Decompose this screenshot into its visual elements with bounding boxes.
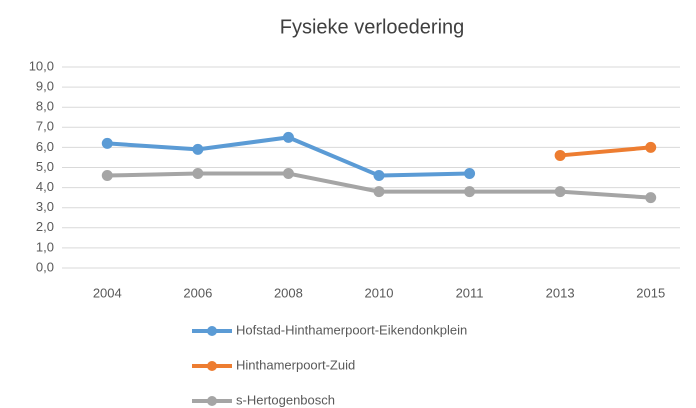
chart-title: Fysieke verloedering xyxy=(280,16,465,38)
x-tick-label: 2011 xyxy=(456,285,484,300)
y-tick-label: 5,0 xyxy=(36,159,54,174)
legend-marker xyxy=(207,361,217,371)
x-tick-label: 2004 xyxy=(93,285,122,300)
data-point xyxy=(101,137,113,149)
y-tick-label: 4,0 xyxy=(36,179,54,194)
x-tick-label: 2010 xyxy=(365,285,394,300)
data-point xyxy=(645,141,657,153)
y-tick-label: 0,0 xyxy=(36,259,54,274)
y-tick-label: 3,0 xyxy=(36,199,54,214)
y-tick-label: 1,0 xyxy=(36,239,54,254)
data-point xyxy=(373,170,385,182)
data-point xyxy=(282,131,294,143)
data-point xyxy=(464,186,476,198)
data-point xyxy=(282,168,294,180)
y-tick-label: 8,0 xyxy=(36,99,54,114)
x-tick-label: 2015 xyxy=(636,285,665,300)
data-point xyxy=(645,192,657,204)
data-point xyxy=(554,186,566,198)
y-tick-label: 10,0 xyxy=(29,58,54,73)
x-tick-label: 2013 xyxy=(546,285,575,300)
data-point xyxy=(192,143,204,155)
x-tick-label: 2006 xyxy=(183,285,212,300)
legend-label: s-Hertogenbosch xyxy=(236,392,335,407)
y-tick-label: 7,0 xyxy=(36,119,54,134)
y-tick-label: 6,0 xyxy=(36,139,54,154)
legend-label: Hofstad-Hinthamerpoort-Eikendonkplein xyxy=(236,322,467,337)
legend-marker xyxy=(207,326,217,336)
series-line xyxy=(559,145,651,158)
x-tick-label: 2008 xyxy=(274,285,303,300)
data-point xyxy=(192,168,204,180)
data-point xyxy=(373,186,385,198)
y-tick-label: 2,0 xyxy=(36,219,54,234)
data-point xyxy=(554,149,566,161)
legend-label: Hinthamerpoort-Zuid xyxy=(236,357,355,372)
legend-marker xyxy=(207,396,217,406)
data-point xyxy=(101,170,113,182)
data-point xyxy=(464,168,476,180)
y-tick-label: 9,0 xyxy=(36,79,54,94)
